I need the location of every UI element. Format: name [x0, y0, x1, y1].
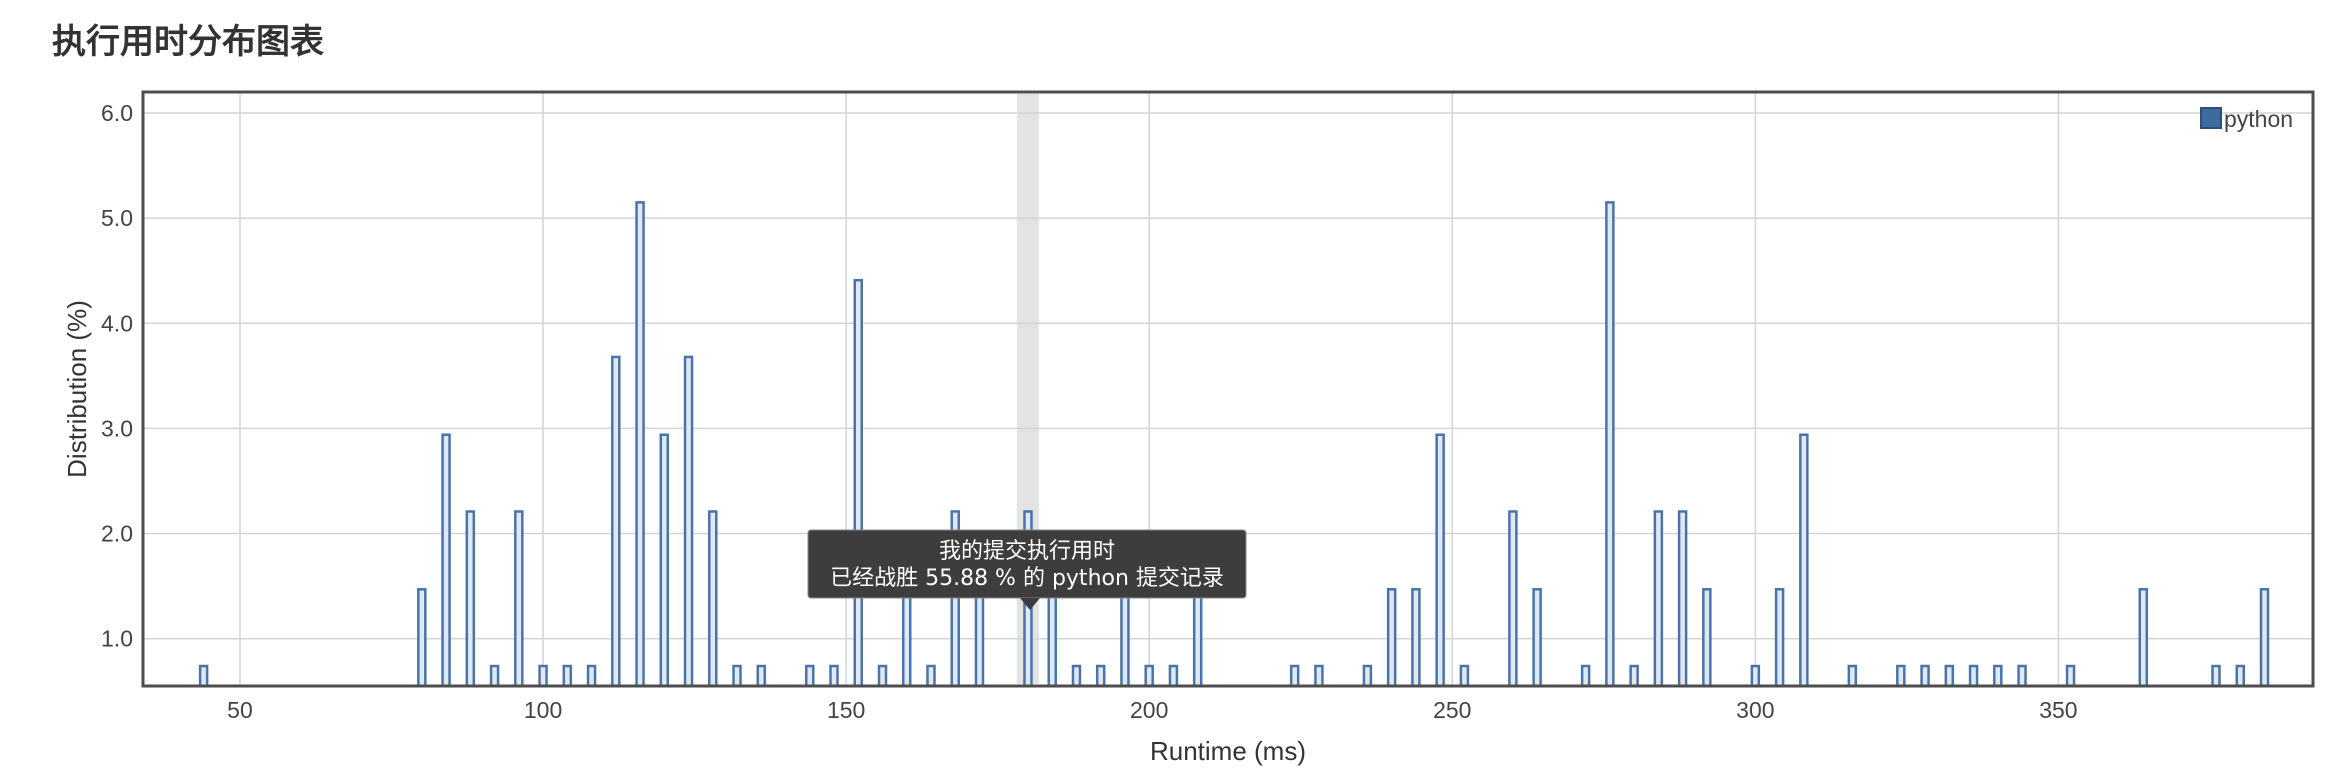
bar[interactable]: [1095, 664, 1106, 688]
bar[interactable]: [1435, 433, 1445, 688]
bar[interactable]: [562, 664, 573, 688]
bar[interactable]: [1386, 588, 1397, 688]
bar[interactable]: [2065, 664, 2076, 688]
bar[interactable]: [1047, 588, 1057, 688]
bar[interactable]: [1847, 664, 1858, 688]
x-tick-label: 100: [524, 697, 562, 723]
legend-swatch: [2200, 107, 2222, 129]
bar[interactable]: [1459, 664, 1470, 688]
x-tick-labels: 50 100 150 200 250 300 350: [227, 697, 2077, 723]
bar[interactable]: [1677, 510, 1688, 688]
bar[interactable]: [1750, 664, 1761, 688]
bar[interactable]: [805, 664, 815, 688]
y-axis-title: Distribution (%): [62, 300, 92, 478]
bar[interactable]: [1774, 588, 1785, 688]
bar[interactable]: [1580, 664, 1591, 688]
bar[interactable]: [1799, 433, 1809, 688]
bar[interactable]: [829, 664, 839, 688]
bar[interactable]: [489, 664, 500, 688]
bar[interactable]: [1629, 664, 1639, 688]
tooltip: 我的提交执行用时 已经战胜 55.88 % 的 python 提交记录: [807, 529, 1247, 610]
bar[interactable]: [1120, 588, 1130, 688]
x-tick-label: 350: [2039, 697, 2077, 723]
bar[interactable]: [1144, 664, 1154, 688]
bar[interactable]: [756, 664, 767, 688]
tooltip-pointer: [1020, 598, 1040, 610]
bar[interactable]: [2138, 588, 2149, 688]
tooltip-line-1: 我的提交执行用时: [939, 539, 1115, 564]
bar[interactable]: [1896, 664, 1906, 688]
y-tick-label: 2.0: [101, 521, 133, 547]
bar[interactable]: [417, 588, 427, 688]
bar[interactable]: [1192, 588, 1203, 688]
x-axis-title: Runtime (ms): [1150, 736, 1306, 766]
bar[interactable]: [1532, 588, 1542, 688]
tooltip-line-2: 已经战胜 55.88 % 的 python 提交记录: [830, 566, 1224, 591]
y-tick-labels: 1.0 2.0 3.0 4.0 5.0 6.0: [101, 100, 133, 652]
bar[interactable]: [877, 664, 888, 688]
bar[interactable]: [1314, 664, 1324, 688]
x-tick-label: 50: [227, 697, 253, 723]
bar[interactable]: [683, 355, 694, 688]
bar[interactable]: [1702, 588, 1712, 688]
bar[interactable]: [1071, 664, 1082, 688]
bar[interactable]: [2017, 664, 2027, 688]
bar[interactable]: [198, 664, 209, 688]
plot-frame: [141, 90, 2315, 688]
bar[interactable]: [2211, 664, 2221, 688]
bar[interactable]: [974, 588, 985, 688]
bar[interactable]: [2259, 588, 2270, 688]
bar[interactable]: [1944, 664, 1955, 688]
bar[interactable]: [514, 510, 524, 688]
bar[interactable]: [1653, 510, 1664, 688]
legend[interactable]: python: [2200, 106, 2293, 132]
bar[interactable]: [465, 510, 476, 688]
bar[interactable]: [1508, 510, 1518, 688]
bar[interactable]: [1968, 664, 1979, 688]
y-tick-label: 6.0: [101, 100, 133, 126]
y-tick-label: 4.0: [101, 310, 133, 336]
bar[interactable]: [1605, 201, 1615, 688]
page-title: 执行用时分布图表: [52, 22, 324, 62]
bar[interactable]: [635, 201, 645, 688]
bar[interactable]: [1289, 664, 1300, 688]
bar[interactable]: [2235, 664, 2246, 688]
bar[interactable]: [586, 664, 597, 688]
x-tick-label: 250: [1433, 697, 1471, 723]
grid-lines: [143, 92, 2313, 686]
bar[interactable]: [732, 664, 742, 688]
y-tick-label: 1.0: [101, 626, 133, 652]
bar[interactable]: [611, 355, 621, 688]
bar[interactable]: [926, 664, 936, 688]
x-tick-label: 300: [1736, 697, 1774, 723]
bar[interactable]: [659, 433, 670, 688]
bar[interactable]: [538, 664, 548, 688]
bar[interactable]: [853, 278, 864, 688]
y-tick-label: 3.0: [101, 415, 133, 441]
bar[interactable]: [901, 588, 912, 688]
bar[interactable]: [1411, 588, 1421, 688]
bar[interactable]: [1168, 664, 1179, 688]
x-tick-label: 150: [827, 697, 865, 723]
y-tick-label: 5.0: [101, 205, 133, 231]
bar[interactable]: [1993, 664, 2003, 688]
bar[interactable]: [708, 510, 718, 688]
bar[interactable]: [441, 433, 451, 688]
x-tick-label: 200: [1130, 697, 1168, 723]
legend-label: python: [2224, 106, 2293, 132]
bar[interactable]: [1362, 664, 1373, 688]
bar[interactable]: [1920, 664, 1930, 688]
